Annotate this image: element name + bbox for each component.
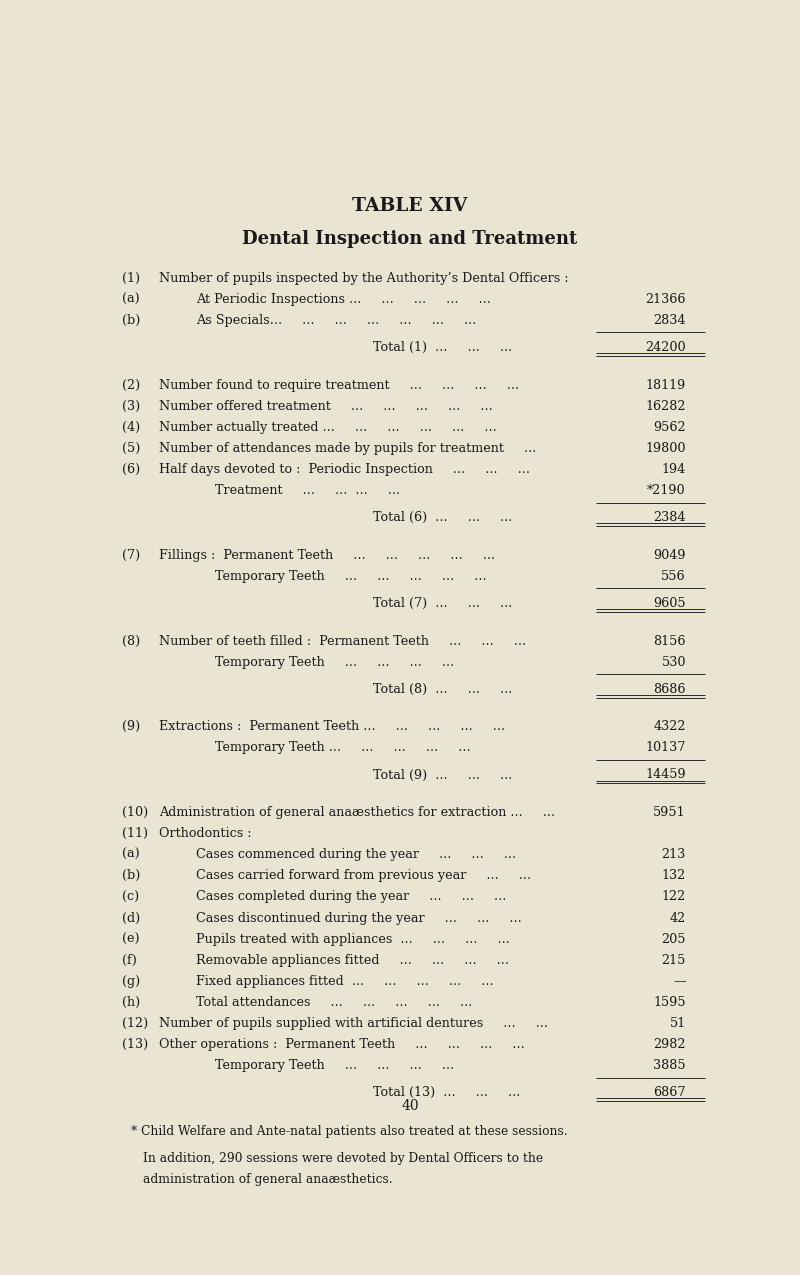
- Text: Cases carried forward from previous year     ...     ...: Cases carried forward from previous year…: [196, 870, 531, 882]
- Text: Treatment     ...     ...  ...     ...: Treatment ... ... ... ...: [214, 484, 400, 497]
- Text: Administration of general anaæsthetics for extraction ...     ...: Administration of general anaæsthetics f…: [159, 806, 555, 819]
- Text: 1595: 1595: [654, 996, 686, 1009]
- Text: Number of attendances made by pupils for treatment     ...: Number of attendances made by pupils for…: [159, 442, 536, 455]
- Text: (3): (3): [122, 400, 140, 413]
- Text: —: —: [673, 975, 686, 988]
- Text: 556: 556: [662, 570, 686, 583]
- Text: Total (7)  ...     ...     ...: Total (7) ... ... ...: [373, 597, 512, 611]
- Text: TABLE XIV: TABLE XIV: [352, 198, 468, 215]
- Text: (8): (8): [122, 635, 140, 648]
- Text: As Specials...     ...     ...     ...     ...     ...     ...: As Specials... ... ... ... ... ... ...: [196, 315, 477, 328]
- Text: Total (13)  ...     ...     ...: Total (13) ... ... ...: [373, 1086, 520, 1099]
- Text: 42: 42: [670, 912, 686, 924]
- Text: *2190: *2190: [647, 484, 686, 497]
- Text: 8686: 8686: [654, 683, 686, 696]
- Text: 21366: 21366: [646, 293, 686, 306]
- Text: At Periodic Inspections ...     ...     ...     ...     ...: At Periodic Inspections ... ... ... ... …: [196, 293, 491, 306]
- Text: Number of pupils supplied with artificial dentures     ...     ...: Number of pupils supplied with artificia…: [159, 1017, 548, 1030]
- Text: 9562: 9562: [654, 421, 686, 434]
- Text: Half days devoted to :  Periodic Inspection     ...     ...     ...: Half days devoted to : Periodic Inspecti…: [159, 463, 530, 477]
- Text: * Child Welfare and Ante-natal patients also treated at these sessions.: * Child Welfare and Ante-natal patients …: [131, 1125, 568, 1137]
- Text: 3885: 3885: [654, 1060, 686, 1072]
- Text: Temporary Teeth ...     ...     ...     ...     ...: Temporary Teeth ... ... ... ... ...: [214, 742, 470, 755]
- Text: 6867: 6867: [654, 1086, 686, 1099]
- Text: 9049: 9049: [654, 550, 686, 562]
- Text: Total (1)  ...     ...     ...: Total (1) ... ... ...: [373, 342, 512, 354]
- Text: Number offered treatment     ...     ...     ...     ...     ...: Number offered treatment ... ... ... ...…: [159, 400, 493, 413]
- Text: 18119: 18119: [646, 379, 686, 391]
- Text: 132: 132: [662, 870, 686, 882]
- Text: 16282: 16282: [646, 400, 686, 413]
- Text: Temporary Teeth     ...     ...     ...     ...: Temporary Teeth ... ... ... ...: [214, 1060, 454, 1072]
- Text: (5): (5): [122, 442, 140, 455]
- Text: 2834: 2834: [654, 315, 686, 328]
- Text: 9605: 9605: [654, 597, 686, 611]
- Text: (h): (h): [122, 996, 140, 1009]
- Text: 215: 215: [662, 954, 686, 966]
- Text: 530: 530: [662, 655, 686, 669]
- Text: (1): (1): [122, 272, 140, 286]
- Text: (a): (a): [122, 848, 139, 862]
- Text: (b): (b): [122, 870, 140, 882]
- Text: Number of teeth filled :  Permanent Teeth     ...     ...     ...: Number of teeth filled : Permanent Teeth…: [159, 635, 526, 648]
- Text: Cases completed during the year     ...     ...     ...: Cases completed during the year ... ... …: [196, 890, 506, 904]
- Text: Cases commenced during the year     ...     ...     ...: Cases commenced during the year ... ... …: [196, 848, 516, 862]
- Text: 5951: 5951: [654, 806, 686, 819]
- Text: Temporary Teeth     ...     ...     ...     ...: Temporary Teeth ... ... ... ...: [214, 655, 454, 669]
- Text: (a): (a): [122, 293, 139, 306]
- Text: (2): (2): [122, 379, 140, 391]
- Text: Other operations :  Permanent Teeth     ...     ...     ...     ...: Other operations : Permanent Teeth ... .…: [159, 1038, 525, 1052]
- Text: (c): (c): [122, 890, 139, 904]
- Text: Number of pupils inspected by the Authority’s Dental Officers :: Number of pupils inspected by the Author…: [159, 272, 569, 286]
- Text: (g): (g): [122, 975, 140, 988]
- Text: 24200: 24200: [646, 342, 686, 354]
- Text: (12): (12): [122, 1017, 148, 1030]
- Text: 40: 40: [401, 1099, 419, 1113]
- Text: 122: 122: [662, 890, 686, 904]
- Text: Number found to require treatment     ...     ...     ...     ...: Number found to require treatment ... ..…: [159, 379, 519, 391]
- Text: Extractions :  Permanent Teeth ...     ...     ...     ...     ...: Extractions : Permanent Teeth ... ... ..…: [159, 720, 505, 733]
- Text: Cases discontinued during the year     ...     ...     ...: Cases discontinued during the year ... .…: [196, 912, 522, 924]
- Text: 8156: 8156: [654, 635, 686, 648]
- Text: (13): (13): [122, 1038, 148, 1052]
- Text: Total (8)  ...     ...     ...: Total (8) ... ... ...: [373, 683, 512, 696]
- Text: (e): (e): [122, 933, 139, 946]
- Text: In addition, 290 sessions were devoted by Dental Officers to the: In addition, 290 sessions were devoted b…: [143, 1153, 543, 1165]
- Text: 10137: 10137: [646, 742, 686, 755]
- Text: 213: 213: [662, 848, 686, 862]
- Text: Number actually treated ...     ...     ...     ...     ...     ...: Number actually treated ... ... ... ... …: [159, 421, 497, 434]
- Text: 51: 51: [670, 1017, 686, 1030]
- Text: (11): (11): [122, 827, 148, 840]
- Text: (d): (d): [122, 912, 140, 924]
- Text: 2982: 2982: [654, 1038, 686, 1052]
- Text: (9): (9): [122, 720, 140, 733]
- Text: 205: 205: [662, 933, 686, 946]
- Text: Removable appliances fitted     ...     ...     ...     ...: Removable appliances fitted ... ... ... …: [196, 954, 509, 966]
- Text: 2384: 2384: [654, 511, 686, 524]
- Text: 14459: 14459: [646, 769, 686, 782]
- Text: administration of general anaæsthetics.: administration of general anaæsthetics.: [143, 1173, 393, 1186]
- Text: Fixed appliances fitted  ...     ...     ...     ...     ...: Fixed appliances fitted ... ... ... ... …: [196, 975, 494, 988]
- Text: 194: 194: [662, 463, 686, 477]
- Text: (4): (4): [122, 421, 140, 434]
- Text: Total (9)  ...     ...     ...: Total (9) ... ... ...: [373, 769, 512, 782]
- Text: (10): (10): [122, 806, 148, 819]
- Text: Pupils treated with appliances  ...     ...     ...     ...: Pupils treated with appliances ... ... .…: [196, 933, 510, 946]
- Text: Total (6)  ...     ...     ...: Total (6) ... ... ...: [373, 511, 512, 524]
- Text: Dental Inspection and Treatment: Dental Inspection and Treatment: [242, 230, 578, 247]
- Text: 4322: 4322: [654, 720, 686, 733]
- Text: Temporary Teeth     ...     ...     ...     ...     ...: Temporary Teeth ... ... ... ... ...: [214, 570, 486, 583]
- Text: (b): (b): [122, 315, 140, 328]
- Text: Orthodontics :: Orthodontics :: [159, 827, 251, 840]
- Text: Fillings :  Permanent Teeth     ...     ...     ...     ...     ...: Fillings : Permanent Teeth ... ... ... .…: [159, 550, 495, 562]
- Text: 19800: 19800: [646, 442, 686, 455]
- Text: (f): (f): [122, 954, 137, 966]
- Text: (7): (7): [122, 550, 140, 562]
- Text: Total attendances     ...     ...     ...     ...     ...: Total attendances ... ... ... ... ...: [196, 996, 473, 1009]
- Text: (6): (6): [122, 463, 140, 477]
